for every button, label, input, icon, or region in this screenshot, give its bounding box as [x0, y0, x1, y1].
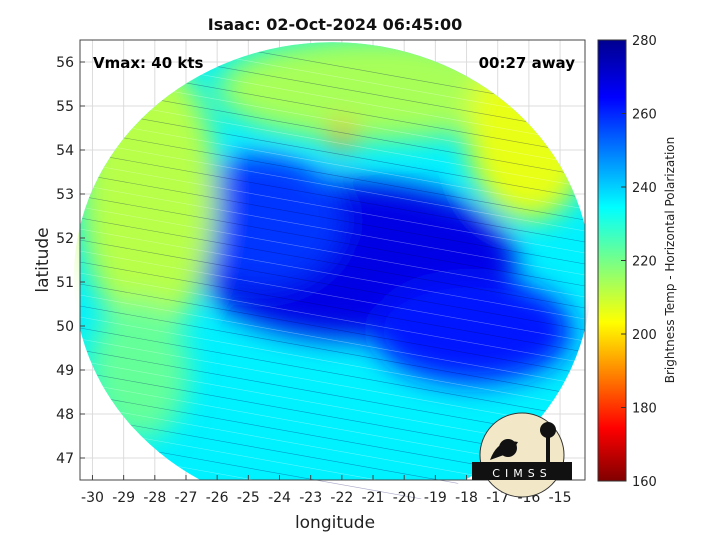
colorbar: 160 180 200 220 240 260 280 Brightness Temp - …	[597, 34, 677, 490]
x-tick-label: -26	[206, 490, 229, 506]
logo-ground	[472, 462, 572, 480]
swath-streak	[79, 294, 586, 386]
swath-streak	[79, 107, 586, 199]
swath-streak	[79, 184, 586, 276]
colorbar-tick-label: 180	[632, 402, 657, 417]
plot-area: -30 -29 -28 -27 -26 -25 -24 -23 -22 -21 -20 -19 -18-…	[56, 39, 592, 513]
x-tick-label: -24	[268, 490, 291, 506]
swath-streak	[79, 140, 586, 232]
swath-streak	[79, 118, 586, 210]
swath-streak	[79, 338, 586, 430]
vmax-annotation: Vmax: 40 kts	[93, 54, 203, 72]
x-tick-label: -22	[330, 490, 353, 506]
y-tick-label: 49	[56, 363, 74, 379]
swath-streak	[79, 250, 586, 342]
swath-streak	[79, 305, 586, 397]
region-warm-spot	[330, 121, 353, 153]
colorbar-tick-label: 240	[632, 181, 657, 196]
colorbar-ticks: 160 180 200 220 240 260 280	[621, 34, 657, 490]
swath-streak	[79, 283, 586, 375]
y-tick-label: 50	[56, 319, 74, 335]
y-tick-label: 47	[56, 451, 74, 467]
colorbar-label: Brightness Temp - Horizontal Polarizatio…	[663, 137, 677, 384]
x-tick-label: -18	[455, 490, 478, 506]
x-axis-label: longitude	[295, 513, 375, 533]
x-tick-label: -30	[81, 490, 104, 506]
x-tick-label: -23	[299, 490, 322, 506]
colorbar-tick-label: 220	[632, 255, 657, 270]
y-tick-label: 51	[56, 275, 74, 291]
y-tick-label: 56	[56, 55, 74, 71]
cimss-logo: CIMSS	[472, 412, 572, 498]
colorbar-tick-label: 200	[632, 328, 657, 343]
x-tick-label: -21	[362, 490, 385, 506]
logo-tower	[546, 435, 550, 465]
swath-streak	[79, 195, 586, 287]
y-tick-label: 55	[56, 99, 74, 115]
x-tick-label: -20	[393, 490, 416, 506]
swath-streak	[79, 151, 586, 243]
colorbar-tick-label: 260	[632, 108, 657, 123]
logo-tower-tank	[540, 422, 556, 438]
x-tick-label: -28	[143, 490, 166, 506]
swath-streak	[79, 239, 586, 331]
swath-streak	[79, 272, 586, 364]
region-band-east	[373, 277, 573, 384]
chart-title: Isaac: 02-Oct-2024 06:45:00	[208, 15, 463, 34]
swath-streak	[79, 85, 586, 177]
colorbar-tick-label: 280	[632, 34, 657, 49]
colorbar-tick-label: 160	[632, 475, 657, 490]
swath-streak	[79, 206, 586, 298]
x-tick-label: -29	[112, 490, 135, 506]
region-band-west	[179, 154, 342, 287]
swath-streak	[79, 316, 586, 408]
swath-streak	[79, 228, 586, 320]
y-tick-label: 48	[56, 407, 74, 423]
swath-streak	[79, 162, 586, 254]
plot-frame	[79, 39, 586, 481]
swath-streak	[79, 437, 586, 513]
time-offset-annotation: 00:27 away	[479, 54, 576, 72]
x-tick-label: -15	[549, 490, 572, 506]
y-axis: 47 48 49 50 51 52 53 54 55 56	[56, 55, 85, 467]
logo-text: CIMSS	[492, 467, 551, 480]
swath-streak	[79, 261, 586, 353]
y-tick-label: 52	[56, 231, 74, 247]
logo-dome-icon	[499, 439, 517, 457]
swath-streak	[79, 129, 586, 221]
y-tick-label: 54	[56, 143, 74, 159]
swath-streak	[79, 173, 586, 265]
x-tick-label: -27	[175, 490, 198, 506]
x-tick-label: -25	[237, 490, 260, 506]
swath-streak	[79, 327, 586, 419]
swath-streak	[79, 217, 586, 309]
y-tick-label: 53	[56, 187, 74, 203]
swath-streak	[79, 96, 586, 188]
x-tick-label: -19	[424, 490, 447, 506]
x-tick-label: -17	[486, 490, 509, 506]
y-axis-label: latitude	[33, 227, 53, 292]
